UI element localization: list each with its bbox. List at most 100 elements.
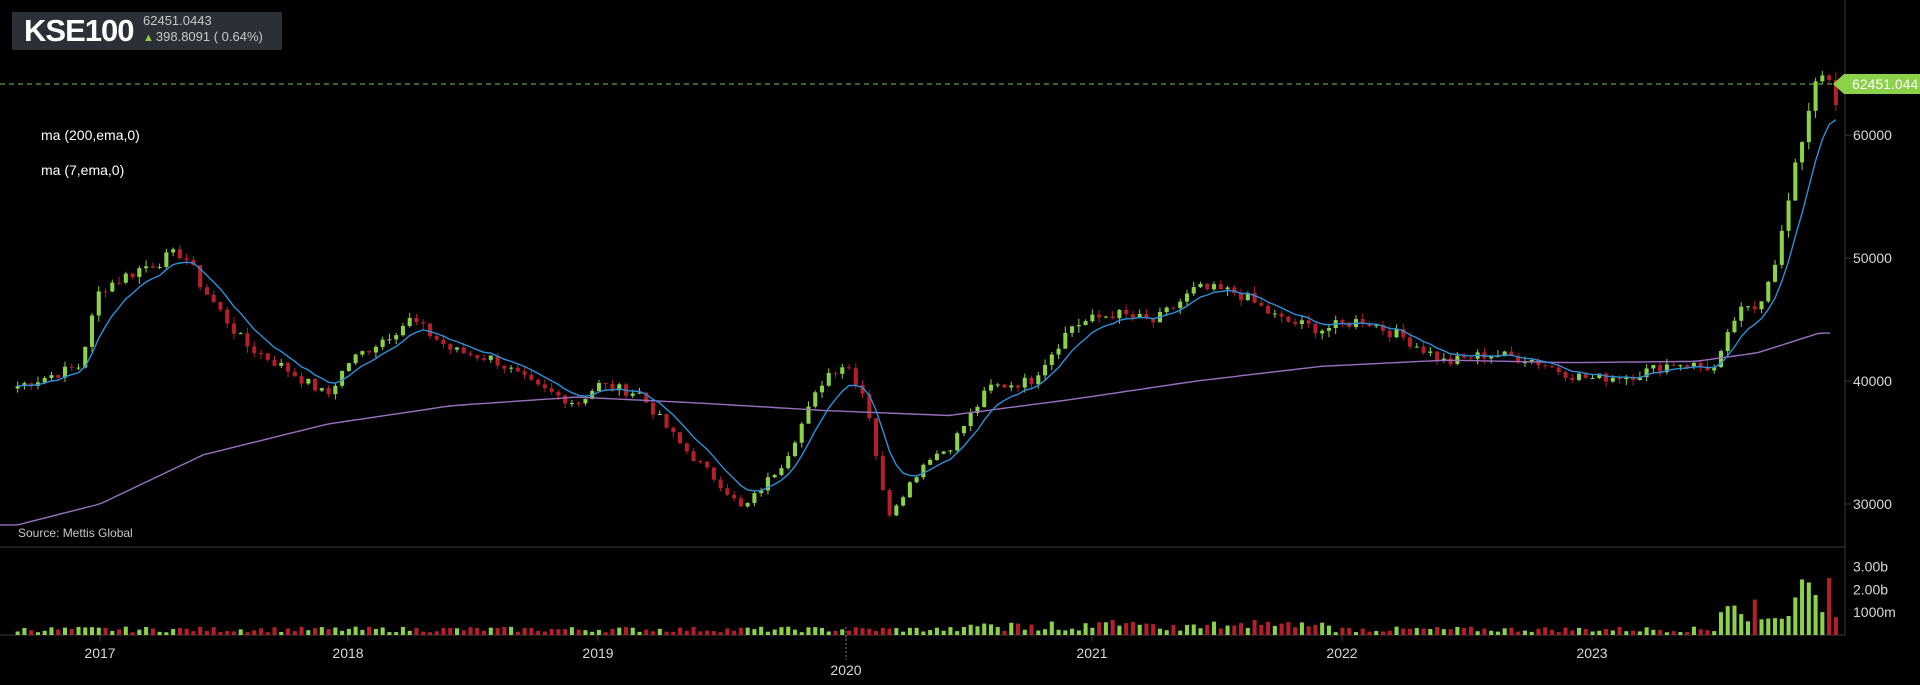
volume-bar xyxy=(1151,624,1156,635)
volume-bar xyxy=(29,630,34,635)
volume-bar xyxy=(1225,625,1230,635)
time-tick-label: 2020 xyxy=(830,662,861,678)
volume-bar xyxy=(1516,631,1521,635)
indicator-ma7-label[interactable]: ma (7,ema,0) xyxy=(41,162,125,178)
candle-body xyxy=(110,282,115,292)
volume-bar xyxy=(691,626,696,635)
candle-body xyxy=(1110,316,1115,319)
volume-bar xyxy=(177,627,182,635)
candle-body xyxy=(1360,319,1365,324)
volume-bar xyxy=(738,627,743,635)
candle-body xyxy=(454,347,460,350)
candle-body xyxy=(1732,320,1737,333)
candle-body xyxy=(610,383,615,391)
volume-bar xyxy=(1306,626,1311,635)
volume-bar xyxy=(1793,597,1798,635)
volume-bar xyxy=(1056,629,1061,635)
volume-tick-label: 2.00b xyxy=(1853,581,1888,597)
volume-bar xyxy=(725,628,730,635)
candle-body xyxy=(1516,356,1521,363)
candle-body xyxy=(319,388,324,391)
candle-body xyxy=(617,384,622,391)
volume-bar xyxy=(258,628,264,635)
volume-bar xyxy=(76,626,81,635)
candle-body xyxy=(150,266,155,268)
volume-bar xyxy=(1144,623,1149,635)
candle-body xyxy=(1583,373,1588,378)
volume-bar xyxy=(414,627,419,635)
indicator-ma200-label[interactable]: ma (200,ema,0) xyxy=(41,127,140,143)
volume-bar xyxy=(603,632,608,635)
candle-body xyxy=(1009,385,1014,388)
volume-bar xyxy=(144,626,149,635)
volume-bar xyxy=(1394,626,1399,635)
volume-bar xyxy=(1245,627,1250,635)
candle-body xyxy=(1408,337,1413,347)
candle-body xyxy=(806,406,811,424)
candle-body xyxy=(407,317,412,327)
volume-bar xyxy=(1482,628,1487,635)
volume-bar xyxy=(678,627,683,635)
volume-bar xyxy=(1070,628,1075,635)
volume-bar xyxy=(907,627,912,635)
candle-body xyxy=(1286,316,1291,322)
source-label: Source: Mettis Global xyxy=(18,526,133,540)
candle-body xyxy=(928,459,933,465)
last-price-tag-label: 62451.044 xyxy=(1852,76,1918,92)
candle-body xyxy=(1800,142,1805,163)
candle-body xyxy=(1198,283,1203,288)
volume-bar xyxy=(786,626,791,635)
volume-bar xyxy=(468,627,473,635)
volume-bar xyxy=(198,626,203,635)
candle-body xyxy=(867,393,872,419)
candle-body xyxy=(671,427,676,433)
candle-body xyxy=(258,352,264,354)
candle-body xyxy=(1590,377,1595,379)
volume-bar xyxy=(975,626,980,635)
candle-body xyxy=(1441,358,1446,361)
candle-body xyxy=(840,367,845,374)
volume-bar xyxy=(137,629,142,635)
volume-bar xyxy=(1549,629,1555,635)
candle-body xyxy=(853,368,858,385)
volume-bar xyxy=(394,632,399,635)
volume-bar xyxy=(110,630,115,635)
volume-bar xyxy=(1002,630,1007,635)
candle-body xyxy=(1076,325,1081,327)
volume-bar xyxy=(1428,629,1433,635)
volume-bar xyxy=(1624,631,1629,635)
volume-bar xyxy=(1691,626,1696,635)
candle-body xyxy=(1374,325,1379,327)
volume-bar xyxy=(1191,624,1196,635)
volume-bar xyxy=(1353,632,1358,635)
candle-body xyxy=(678,432,683,444)
candle-body xyxy=(1745,306,1751,308)
volume-bar xyxy=(1036,630,1041,635)
candle-body xyxy=(576,402,581,404)
volume-tick-label: 3.00b xyxy=(1853,559,1888,575)
volume-bar xyxy=(1117,625,1122,635)
volume-bar xyxy=(286,628,291,635)
candle-body xyxy=(1259,302,1264,306)
volume-bar xyxy=(1678,632,1683,635)
candle-body xyxy=(387,339,392,341)
volume-bar xyxy=(880,627,885,635)
candle-body xyxy=(772,474,777,478)
volume-bar xyxy=(1063,630,1068,635)
candle-body xyxy=(252,346,257,353)
candle-body xyxy=(880,455,885,491)
volume-bar xyxy=(1015,623,1021,635)
candle-body xyxy=(56,375,61,378)
volume-bar xyxy=(590,631,595,635)
price-tick-label: 40000 xyxy=(1853,373,1892,389)
volume-bar xyxy=(1130,622,1135,635)
candle-body xyxy=(103,291,108,293)
candle-body xyxy=(684,443,689,452)
volume-bar xyxy=(1205,624,1210,635)
candle-body xyxy=(1766,281,1771,302)
volume-bar xyxy=(826,631,831,635)
volume-bar xyxy=(502,627,507,635)
volume-bar xyxy=(894,628,899,635)
volume-bar xyxy=(1259,624,1264,635)
volume-bar xyxy=(218,631,223,635)
